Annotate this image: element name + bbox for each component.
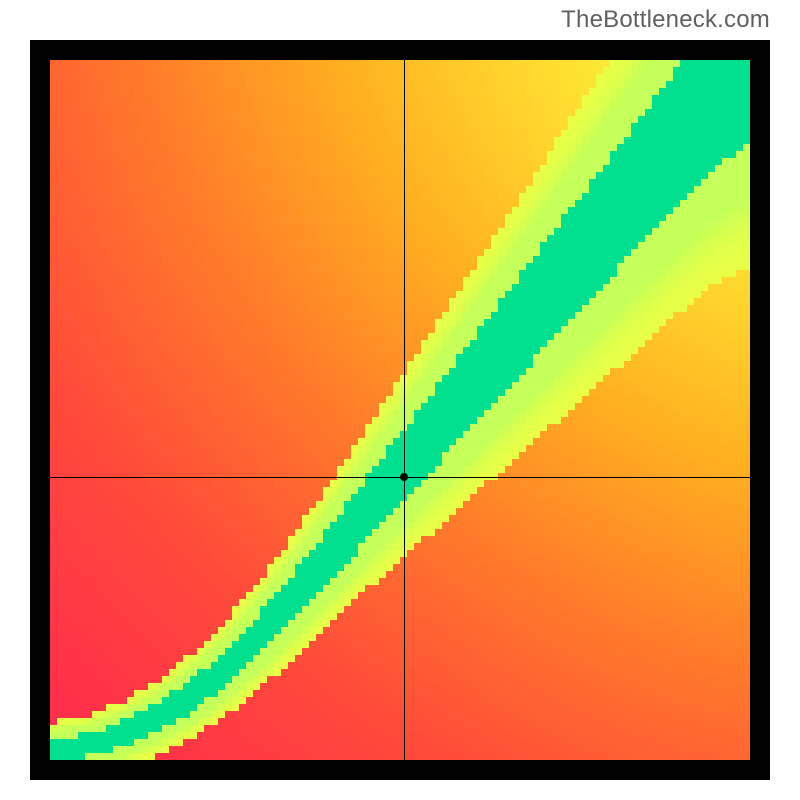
crosshair-vertical xyxy=(404,60,405,760)
heatmap-canvas xyxy=(50,60,750,760)
marker-dot xyxy=(400,473,408,481)
plot-frame xyxy=(30,40,770,780)
root: TheBottleneck.com xyxy=(0,0,800,800)
watermark-text: TheBottleneck.com xyxy=(561,6,770,34)
plot-inner xyxy=(50,60,750,760)
